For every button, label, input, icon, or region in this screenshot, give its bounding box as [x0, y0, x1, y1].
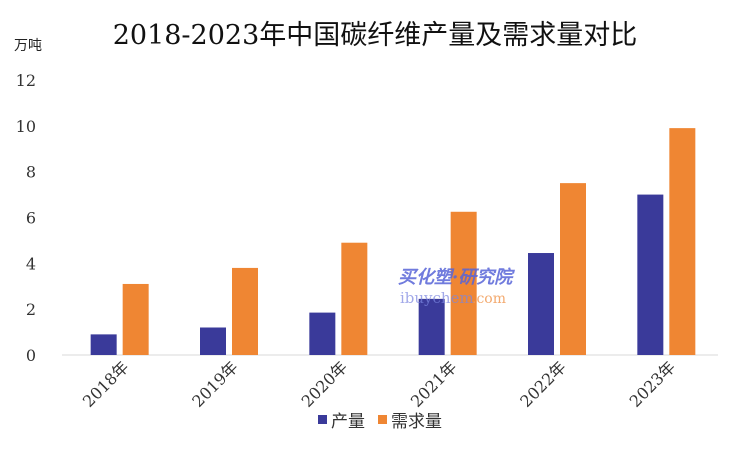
- y-tick-label: 6: [26, 209, 36, 228]
- watermark-line-3: .com: [472, 291, 506, 307]
- watermark-line-2: ibuychem: [400, 289, 474, 307]
- x-tick-label: 2018年: [79, 357, 133, 411]
- y-axis-unit-label: 万吨: [14, 38, 42, 54]
- legend-label: 产量: [331, 412, 365, 432]
- bar-demand: [669, 128, 696, 355]
- bar-production: [637, 194, 664, 355]
- legend-label: 需求量: [391, 412, 442, 432]
- y-axis-ticks: 0 2 4 6 8 10 12: [16, 71, 36, 365]
- bar-demand: [450, 211, 477, 355]
- x-tick-label: 2019年: [188, 357, 242, 411]
- bar-production: [90, 334, 117, 355]
- x-tick-label: 2022年: [516, 357, 570, 411]
- bar-demand: [560, 183, 586, 355]
- y-tick-label: 8: [26, 163, 36, 182]
- legend-swatch: [378, 415, 387, 424]
- x-tick-label: 2021年: [407, 357, 461, 411]
- x-axis-ticks: 2018年 2019年 2020年 2021年 2022年 2023年: [79, 357, 679, 411]
- bar-demand: [341, 242, 368, 355]
- bar-production: [528, 253, 554, 355]
- bar-demand: [232, 267, 258, 355]
- legend-swatch: [318, 415, 327, 424]
- bar-production: [309, 312, 336, 355]
- bar-production: [200, 327, 226, 355]
- legend: 产量 需求量: [318, 412, 442, 432]
- bar-production: [418, 298, 445, 355]
- x-tick-label: 2023年: [626, 357, 680, 411]
- y-tick-label: 10: [16, 117, 36, 136]
- watermark-line-1: 买化塑·研究院: [398, 267, 515, 288]
- chart-title: 2018-2023年中国碳纤维产量及需求量对比: [113, 20, 638, 51]
- y-tick-label: 0: [26, 346, 36, 365]
- bar-demand: [122, 283, 149, 355]
- y-tick-label: 4: [26, 254, 36, 273]
- x-tick-label: 2020年: [298, 357, 352, 411]
- y-tick-label: 2: [26, 300, 36, 319]
- bars: [90, 128, 696, 355]
- watermark-logo: 买化塑·研究院 ibuychem .com: [398, 267, 515, 307]
- y-tick-label: 12: [16, 71, 36, 90]
